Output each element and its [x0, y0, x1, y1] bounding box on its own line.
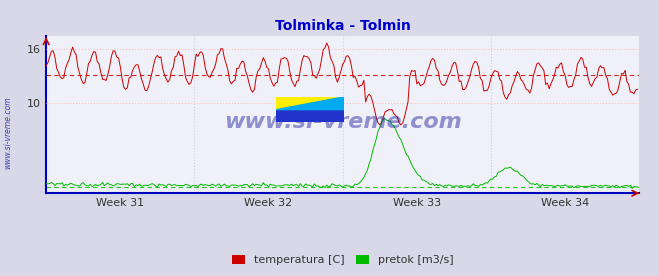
- Title: Tolminka - Tolmin: Tolminka - Tolmin: [275, 19, 411, 33]
- Polygon shape: [277, 97, 344, 110]
- Text: www.si-vreme.com: www.si-vreme.com: [224, 112, 461, 132]
- Legend: temperatura [C], pretok [m3/s]: temperatura [C], pretok [m3/s]: [227, 250, 458, 269]
- Bar: [277, 110, 344, 122]
- Text: www.si-vreme.com: www.si-vreme.com: [3, 96, 13, 169]
